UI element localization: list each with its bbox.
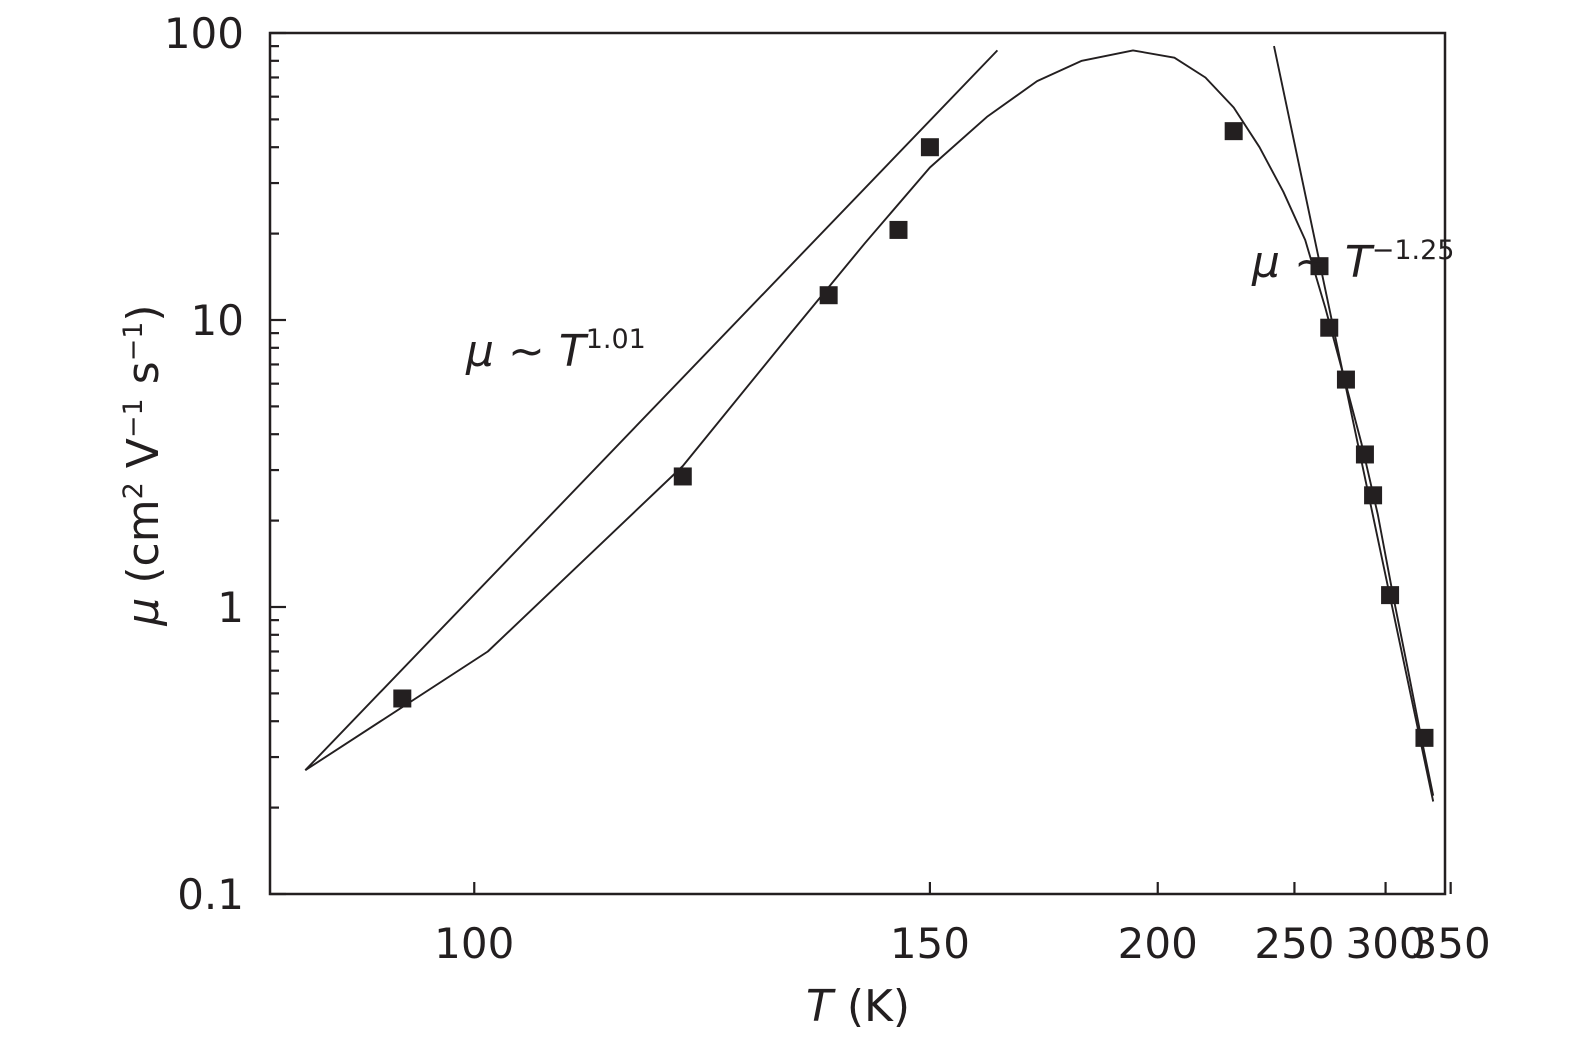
annotation-high-t-text: ~ [1280,237,1345,288]
x-tick-label: 250 [1254,919,1334,968]
x-tick-label: 150 [890,919,970,968]
y-axis-label: μ (cm2 V−1 s−1) [118,304,169,626]
y-axis-label-sup3: −1 [118,322,149,362]
data-point [1310,257,1329,276]
annotation-low-t-var: μ [465,326,494,377]
y-axis-label-mid: V [118,438,169,482]
y-tick-label: 10 [191,296,244,345]
data-point [1320,318,1339,337]
annotation-high-t: μ ~ T−1.25 [1251,235,1454,288]
data-point [1336,370,1355,389]
data-point [889,220,908,239]
x-axis-label-var: T [806,981,836,1032]
x-axis-label-unit: (K) [833,981,910,1032]
annotation-low-t-text: ~ [494,326,559,377]
data-point [393,689,412,708]
y-axis-label-sup1: 2 [118,482,149,499]
x-tick-label: 300 [1345,919,1425,968]
y-axis-label-sup2: −1 [118,398,149,438]
data-point [1381,586,1400,605]
y-tick-label: 1 [217,583,244,632]
data-point [1415,728,1434,747]
data-point [819,286,838,305]
annotation-low-t-exponent: 1.01 [586,324,646,355]
data-point [673,467,692,486]
axis-ticks [270,31,1452,896]
annotation-high-t-var2: T [1345,237,1375,288]
annotation-low-t-var2: T [559,326,589,377]
y-axis-label-end: ) [118,304,169,321]
data-point [1364,486,1383,505]
data-point [1224,122,1243,141]
y-axis-label-mid2: s [118,361,169,398]
power-law-fit-high-t [1273,45,1435,802]
annotation-high-t-var: μ [1251,237,1280,288]
y-tick-label: 100 [164,9,244,58]
y-axis-label-unit: (cm [118,499,169,597]
data-point [1355,445,1374,464]
y-tick-label: 0.1 [177,870,244,919]
fit-curve-main [304,49,1435,796]
fit-curves [304,45,1435,802]
x-tick-label: 200 [1118,919,1198,968]
data-point [920,138,939,157]
power-law-fit-low-t [304,49,999,771]
data-points [393,122,1434,747]
x-tick-label: 350 [1411,919,1491,968]
annotation-low-t: μ ~ T1.01 [465,324,646,377]
y-axis-label-var: μ [118,598,169,627]
plot-frame [268,31,1447,896]
x-axis-label: T (K) [806,981,910,1032]
x-tick-label: 100 [434,919,514,968]
annotation-high-t-exponent: −1.25 [1372,235,1455,266]
